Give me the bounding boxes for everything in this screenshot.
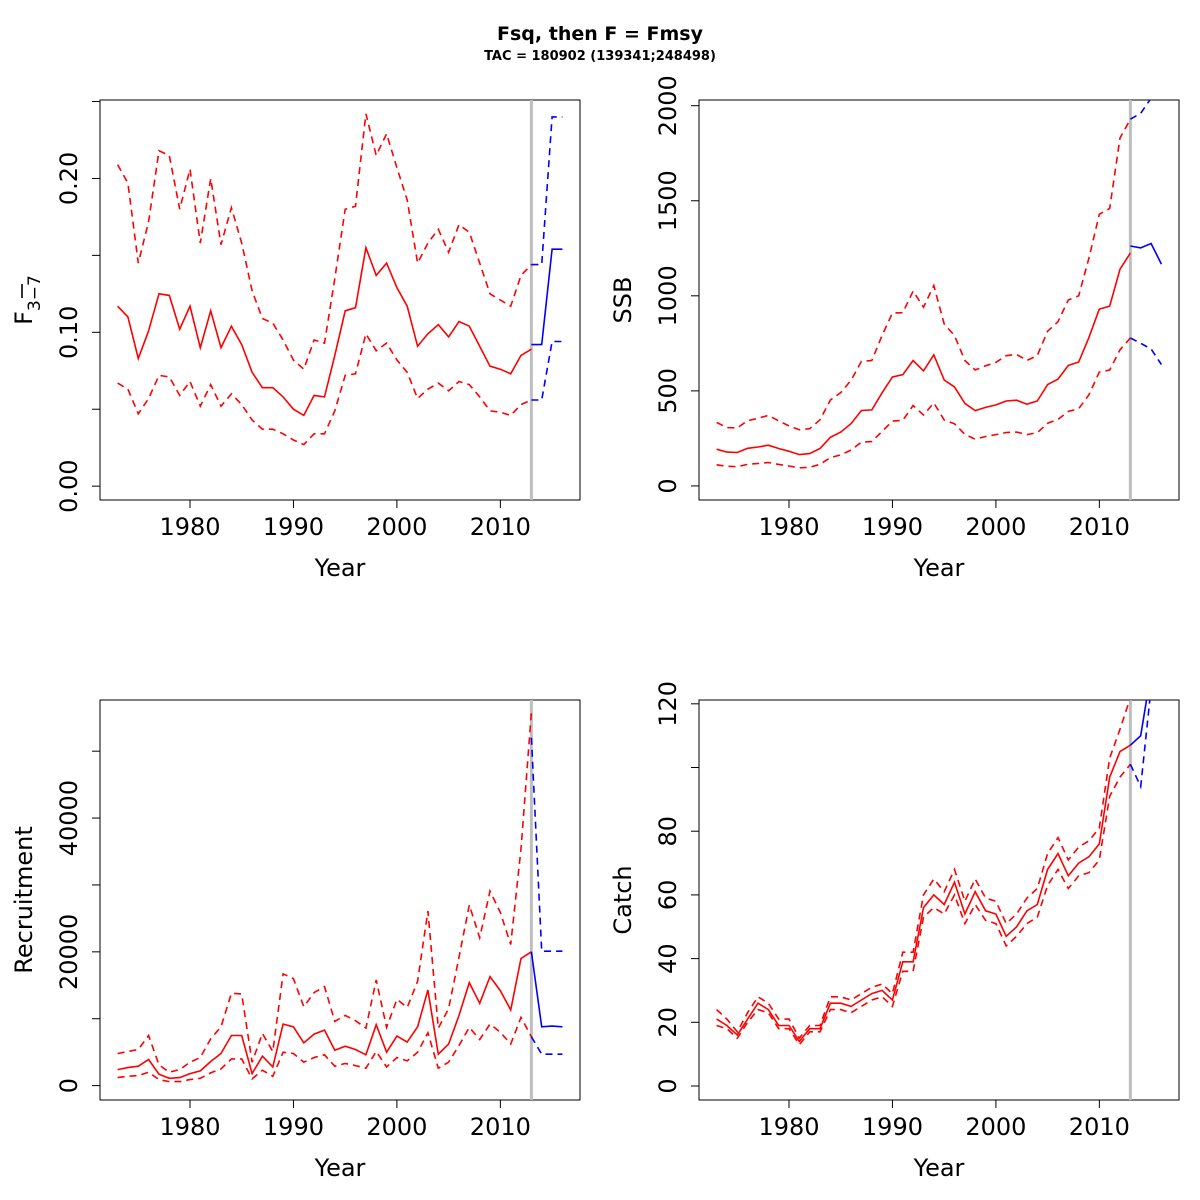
series-forecast-median [1129, 700, 1148, 746]
y-tick-label: 0.20 [55, 152, 83, 205]
plot-frame [698, 699, 1180, 1101]
y-axis-label: SSB [609, 277, 637, 324]
plot-frame [99, 699, 581, 1101]
y-tick-label: 0.00 [55, 459, 83, 512]
y-axis-label-subscript: 3−7 [25, 275, 45, 311]
y-tick-label: 0 [654, 1078, 682, 1093]
y-tick-label: 1000 [654, 265, 682, 326]
y-axis-label: F3−7 [10, 275, 45, 325]
x-tick-label: 2010 [470, 1113, 531, 1141]
y-axis-label: Catch [609, 865, 637, 934]
x-tick-label: 1980 [758, 513, 819, 541]
x-tick-label: 1980 [758, 1113, 819, 1141]
y-tick-label: 20 [654, 1007, 682, 1038]
y-tick-label: 0 [654, 478, 682, 493]
x-tick-label: 2010 [1069, 513, 1130, 541]
panel-recruitment: 1980 1990 2000 2010 0 20000 40000 Year Recruitme… [10, 699, 581, 1182]
plot-frame [698, 99, 1180, 501]
y-tick-label: 0.10 [55, 306, 83, 359]
series-forecast-lower [530, 1036, 563, 1055]
series-historic-lower [716, 337, 1132, 469]
x-tick-label: 1990 [263, 1113, 324, 1141]
series-historic-upper [716, 118, 1132, 431]
y-tick-label: 0 [55, 1078, 83, 1093]
series-forecast-upper [531, 116, 563, 266]
y-tick-label: 120 [654, 681, 682, 727]
y-tick-label: 1500 [654, 170, 682, 231]
x-tick-label: 2000 [965, 1113, 1026, 1141]
y-axis-label-main: F [10, 311, 38, 325]
x-tick-label: 2010 [470, 513, 531, 541]
series-forecast-lower [1129, 700, 1163, 790]
panels: 1980 1990 2000 20100.000.100.20YearF3−71980… [10, 75, 1180, 1182]
y-tick-label: 40000 [55, 780, 83, 856]
y-tick-label: 40 [654, 943, 682, 974]
series-group [116, 113, 563, 446]
series-historic-median [117, 951, 532, 1080]
x-tick-label: 1990 [862, 513, 923, 541]
series-forecast-upper [1130, 576, 1161, 697]
x-tick-label: 1990 [263, 513, 324, 541]
y-tick-label: 500 [654, 368, 682, 414]
series-forecast-median [1130, 242, 1163, 265]
plot-frame [99, 99, 581, 501]
series-forecast-median [530, 951, 563, 1028]
series-forecast-upper [530, 737, 563, 952]
x-tick-label: 2000 [366, 513, 427, 541]
series-forecast-lower [1130, 337, 1163, 366]
series-forecast-upper [1130, 100, 1151, 120]
y-tick-label: 2000 [654, 75, 682, 136]
panel-fbar: 1980 1990 2000 2010 0.00 0.10 0.20 Year F3−7 [10, 99, 581, 582]
y-axis-label: Recruitment [10, 826, 38, 973]
series-historic-median [716, 252, 1132, 456]
series-group [117, 712, 563, 1083]
x-axis-label: Year [913, 554, 965, 582]
sub-title: TAC = 180902 (139341;248498) [484, 49, 716, 64]
x-tick-label: 1990 [862, 1113, 923, 1141]
x-tick-label: 2010 [1069, 1113, 1130, 1141]
y-tick-label: 60 [654, 880, 682, 911]
x-tick-label: 1980 [159, 1113, 220, 1141]
series-historic-median [117, 244, 532, 417]
series-forecast-median [531, 248, 563, 346]
series-historic-median [716, 744, 1131, 1043]
x-axis-label: Year [913, 1154, 965, 1182]
main-title: Fsq, then F = Fmsy [497, 23, 704, 45]
x-tick-label: 2000 [366, 1113, 427, 1141]
series-forecast-lower [531, 340, 563, 401]
x-axis-label: Year [314, 554, 366, 582]
panel-catch: 1980 1990 2000 2010 0 20 40 60 80 120 Year Catch [609, 576, 1180, 1182]
series-historic-upper [716, 700, 1131, 1040]
series-group [716, 100, 1163, 469]
x-axis-label: Year [314, 1154, 366, 1182]
x-tick-label: 1980 [159, 513, 220, 541]
series-historic-lower [716, 763, 1132, 1046]
series-historic-upper [117, 712, 533, 1074]
series-historic-upper [116, 113, 532, 371]
y-tick-label: 20000 [55, 914, 83, 990]
series-historic-lower [117, 1015, 533, 1083]
series-group [716, 576, 1163, 1046]
x-tick-label: 2000 [965, 513, 1026, 541]
y-tick-label: 80 [654, 816, 682, 847]
series-historic-lower [117, 331, 532, 446]
